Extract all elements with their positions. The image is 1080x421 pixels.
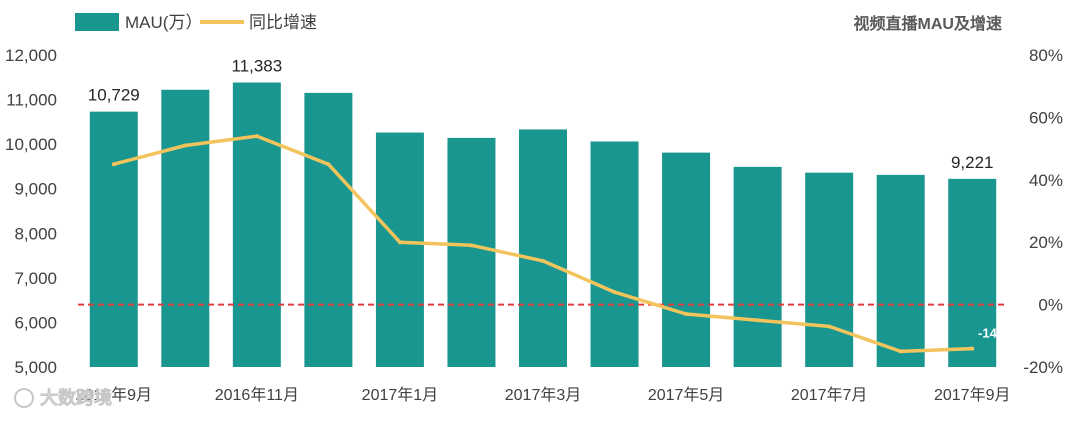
y-right-tick-label: 40% — [1029, 171, 1063, 190]
growth-point-4 — [397, 240, 402, 245]
growth-point-6 — [541, 258, 545, 263]
y-left-tick-label: 11,000 — [6, 91, 57, 110]
y-left-tick-label: 8,000 — [14, 224, 57, 243]
y-left-tick-label: 10,000 — [5, 135, 57, 154]
y-right-tick-label: 60% — [1029, 108, 1063, 127]
y-left-tick-label: 5,000 — [14, 358, 57, 377]
growth-point-7 — [612, 290, 617, 295]
legend: MAU(万） 同比增速 — [75, 13, 317, 32]
bar-mau-12 — [948, 178, 997, 367]
watermark-logo-icon — [14, 388, 34, 408]
y-left-tick-label: 12,000 — [5, 46, 57, 65]
y-right-tick-label: 80% — [1029, 46, 1063, 65]
growth-line-group — [111, 134, 975, 354]
bar-mau-1 — [161, 89, 210, 367]
bar-mau-11 — [876, 174, 925, 367]
bar-mau-6 — [519, 129, 567, 367]
chart-title: 视频直播MAU及增速 — [854, 14, 1002, 33]
growth-point-5 — [469, 243, 474, 248]
x-axis: 2016年9月 2016年11月 2017年1月 2017年3月 2017年5月 2017… — [76, 386, 1011, 404]
bar-mau-3 — [304, 92, 353, 367]
bar-mau-2 — [232, 82, 281, 367]
legend-swatch-mau — [75, 13, 119, 31]
y-axis-right: -20% 0% 20% 40% 60% 80% — [1023, 46, 1063, 377]
x-tick-label: 2017年7月 — [791, 386, 868, 404]
legend-label-growth: 同比增速 — [249, 13, 317, 32]
growth-point-8 — [684, 311, 689, 316]
growth-point-11 — [898, 349, 903, 354]
y-right-tick-label: 0% — [1038, 296, 1063, 315]
growth-point-0 — [111, 162, 116, 167]
y-left-tick-label: 7,000 — [14, 269, 57, 288]
bar-mau-8 — [662, 152, 711, 367]
growth-data-label: -14.1% — [978, 326, 1020, 341]
bar-mau-10 — [805, 172, 854, 367]
x-tick-label: 2017年1月 — [362, 386, 439, 404]
bar-mau-5 — [447, 137, 496, 367]
bar-data-label: 9,221 — [951, 153, 994, 172]
bar-mau-0 — [89, 111, 138, 367]
growth-point-10 — [827, 324, 832, 329]
growth-point-1 — [183, 143, 188, 148]
x-tick-label: 2017年5月 — [648, 386, 725, 404]
y-right-tick-label: -20% — [1023, 358, 1063, 377]
y-left-tick-label: 6,000 — [14, 313, 57, 332]
y-left-tick-label: 9,000 — [14, 180, 57, 199]
bars-group — [89, 82, 997, 367]
x-tick-label: 2017年3月 — [505, 386, 582, 404]
growth-point-12 — [970, 346, 975, 351]
bar-data-label: 10,729 — [88, 86, 140, 105]
x-tick-label: 2017年9月 — [934, 386, 1011, 404]
bar-mau-4 — [375, 132, 424, 367]
watermark: 大数跨境 — [14, 387, 112, 408]
x-tick-label: 2016年11月 — [215, 386, 299, 404]
bar-mau-7 — [590, 141, 639, 367]
bar-data-label: 11,383 — [231, 57, 282, 76]
growth-point-2 — [254, 134, 259, 139]
watermark-text: 大数跨境 — [40, 387, 112, 408]
y-right-tick-label: 20% — [1029, 233, 1063, 252]
growth-point-3 — [326, 162, 331, 167]
growth-point-9 — [755, 318, 760, 323]
legend-label-mau: MAU(万） — [125, 13, 202, 32]
data-labels: 10,729 11,383 9,221 -14.1% — [88, 57, 1020, 341]
x-tick-label: 2016年9月 — [76, 386, 153, 404]
y-axis-left: 5,000 6,000 7,000 8,000 9,000 10,000 11,000 12,… — [5, 46, 57, 377]
bar-mau-9 — [733, 166, 782, 367]
